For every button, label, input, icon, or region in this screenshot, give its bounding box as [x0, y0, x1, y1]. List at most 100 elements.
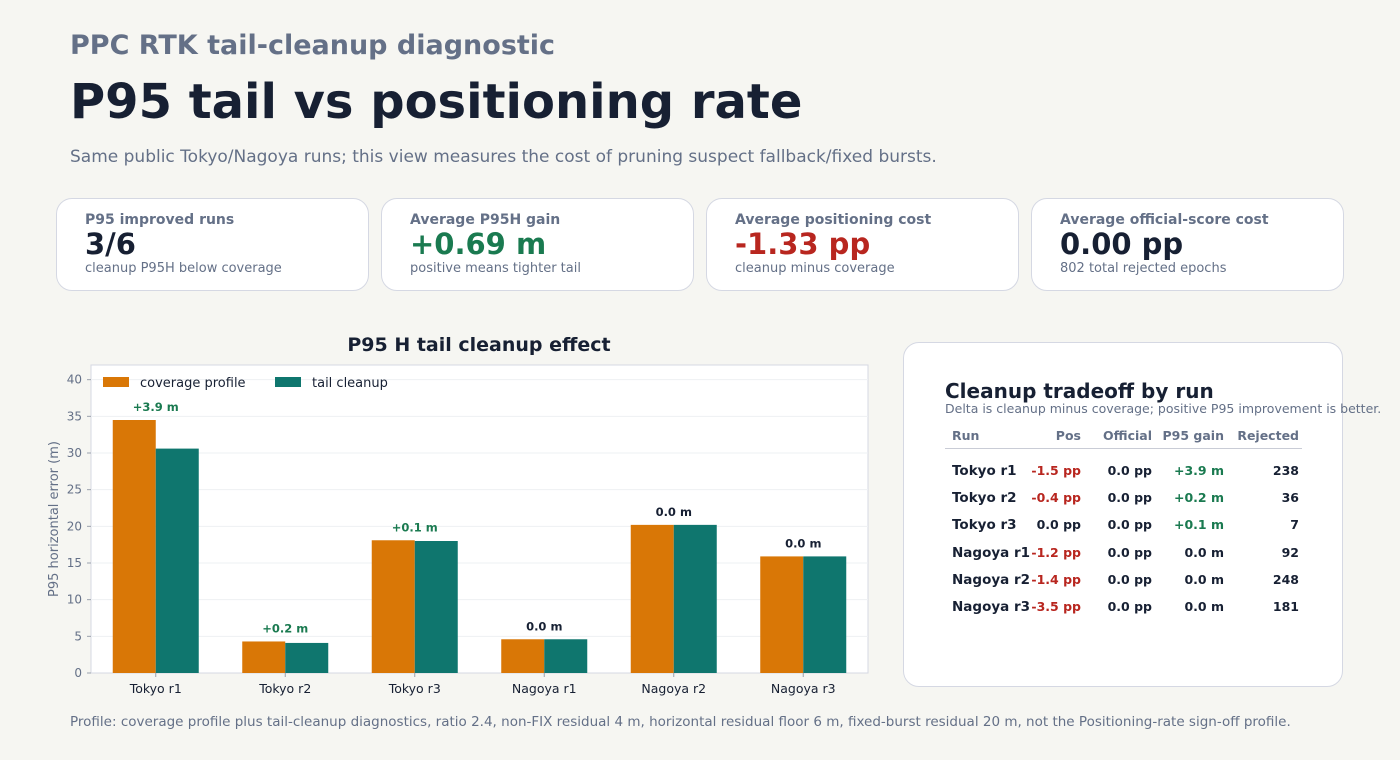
kpi-note: 802 total rejected epochs: [1060, 261, 1227, 276]
x-tick-label: Nagoya r1: [512, 681, 577, 696]
kpi-card-p95h-gain: Average P95H gain +0.69 m positive means…: [381, 198, 694, 291]
bar-coverage-profile: [501, 639, 545, 673]
cell-pos: -1.4 pp: [1031, 571, 1081, 587]
plot-area: [90, 364, 869, 674]
bar-tail-cleanup: [285, 642, 329, 673]
cell-p95-gain: 0.0 m: [1184, 544, 1224, 560]
chart-title: P95 H tail cleanup effect: [347, 334, 610, 356]
cell-rejected: 7: [1290, 517, 1299, 533]
cell-rejected: 238: [1272, 463, 1299, 478]
cell-pos: -3.5 pp: [1031, 599, 1081, 614]
cell-official: 0.0 pp: [1107, 517, 1152, 533]
kpi-note: cleanup P95H below coverage: [85, 261, 282, 276]
cell-run: Tokyo r3: [952, 517, 1017, 534]
cell-p95-gain: +0.1 m: [1174, 517, 1224, 533]
cell-rejected: 181: [1272, 599, 1299, 614]
cell-run: Tokyo r1: [952, 463, 1017, 479]
cell-official: 0.0 pp: [1107, 463, 1152, 478]
column-header-run: Run: [952, 428, 980, 443]
cell-pos: 0.0 pp: [1036, 517, 1081, 533]
profile-footnote: Profile: coverage profile plus tail-clea…: [70, 714, 1291, 730]
page-subtitle: Same public Tokyo/Nagoya runs; this view…: [70, 147, 937, 167]
kpi-label: P95 improved runs: [85, 212, 235, 228]
bar-tail-cleanup: [673, 524, 717, 673]
kpi-label: Average positioning cost: [735, 212, 932, 228]
column-header-official: Official: [1103, 428, 1152, 443]
cell-pos: -1.2 pp: [1031, 544, 1081, 560]
cell-run: Nagoya r3: [952, 599, 1031, 615]
kpi-value: 0.00 pp: [1060, 227, 1184, 261]
cell-official: 0.0 pp: [1107, 490, 1152, 506]
kpi-value: +0.69 m: [410, 227, 547, 261]
bar-tail-cleanup: [155, 448, 199, 673]
cell-pos: -0.4 pp: [1031, 490, 1081, 506]
cell-p95-gain: +0.2 m: [1174, 490, 1224, 506]
x-tick-label: Tokyo r2: [258, 681, 311, 696]
y-axis-label: P95 horizontal error (m): [47, 441, 62, 597]
y-tick-label: 20: [67, 519, 82, 533]
kpi-card-improved-runs: P95 improved runs 3/6 cleanup P95H below…: [56, 198, 369, 291]
kpi-note: positive means tighter tail: [410, 261, 581, 276]
header-divider: [945, 448, 1302, 449]
page-title: P95 tail vs positioning rate: [70, 74, 803, 130]
column-header-p95-gain: P95 gain: [1162, 428, 1224, 443]
cell-official: 0.0 pp: [1107, 544, 1152, 560]
x-tick-label: Nagoya r2: [641, 681, 706, 696]
cell-run: Nagoya r2: [952, 571, 1031, 588]
data-label-gain: 0.0 m: [785, 536, 821, 550]
kpi-value: -1.33 pp: [735, 227, 871, 261]
legend-swatch: [275, 377, 301, 387]
y-tick-label: 0: [74, 666, 82, 680]
x-tick-label: Nagoya r3: [771, 681, 836, 696]
y-tick-label: 15: [67, 556, 82, 570]
bar-coverage-profile: [371, 540, 415, 673]
bar-coverage-profile: [760, 556, 804, 673]
page-kicker: PPC RTK tail-cleanup diagnostic: [70, 30, 556, 61]
bar-coverage-profile: [242, 641, 286, 673]
x-tick-label: Tokyo r1: [129, 681, 182, 696]
y-tick-label: 30: [67, 446, 82, 460]
y-tick-label: 40: [67, 373, 82, 387]
cell-official: 0.0 pp: [1107, 571, 1152, 587]
data-label-gain: 0.0 m: [656, 505, 692, 519]
column-header-rejected: Rejected: [1237, 428, 1299, 443]
legend-swatch: [103, 377, 129, 387]
bar-tail-cleanup: [414, 541, 458, 673]
y-tick-label: 25: [67, 483, 82, 497]
cell-rejected: 248: [1272, 571, 1299, 587]
bar-coverage-profile: [630, 524, 674, 673]
kpi-note: cleanup minus coverage: [735, 261, 895, 276]
cell-official: 0.0 pp: [1107, 599, 1152, 614]
kpi-card-official-score-cost: Average official-score cost 0.00 pp 802 …: [1031, 198, 1344, 291]
legend-label: coverage profile: [140, 376, 246, 391]
cell-p95-gain: 0.0 m: [1184, 571, 1224, 587]
kpi-label: Average P95H gain: [410, 212, 561, 228]
bar-coverage-profile: [112, 420, 156, 673]
data-label-gain: 0.0 m: [526, 619, 562, 633]
cell-p95-gain: +3.9 m: [1174, 463, 1224, 478]
table-subtitle: Delta is cleanup minus coverage; positiv…: [945, 401, 1382, 416]
cell-run: Nagoya r1: [952, 544, 1031, 561]
legend-label: tail cleanup: [312, 376, 388, 391]
data-label-gain: +0.2 m: [262, 621, 308, 635]
data-label-gain: +3.9 m: [133, 400, 179, 414]
table-title: Cleanup tradeoff by run: [945, 379, 1214, 403]
cell-rejected: 92: [1281, 544, 1299, 560]
y-tick-label: 5: [74, 629, 82, 643]
bar-tail-cleanup: [544, 639, 588, 673]
cell-run: Tokyo r2: [952, 490, 1017, 507]
p95-bar-chart: 0 5 10 15 20 25 30 35 40 P95 H tail cleanup effec…: [47, 334, 869, 696]
kpi-label: Average official-score cost: [1060, 212, 1269, 228]
kpi-value: 3/6: [85, 227, 136, 261]
cell-pos: -1.5 pp: [1031, 463, 1081, 478]
column-header-pos: Pos: [1055, 428, 1081, 443]
cell-p95-gain: 0.0 m: [1184, 599, 1224, 614]
tradeoff-table-panel: Cleanup tradeoff by run Delta is cleanup…: [903, 342, 1381, 687]
y-tick-label: 35: [67, 409, 82, 423]
data-label-gain: +0.1 m: [392, 520, 438, 534]
x-tick-label: Tokyo r3: [388, 681, 441, 696]
cell-rejected: 36: [1281, 490, 1299, 506]
bar-tail-cleanup: [803, 556, 847, 673]
kpi-card-positioning-cost: Average positioning cost -1.33 pp cleanu…: [706, 198, 1019, 291]
y-tick-label: 10: [67, 593, 82, 607]
